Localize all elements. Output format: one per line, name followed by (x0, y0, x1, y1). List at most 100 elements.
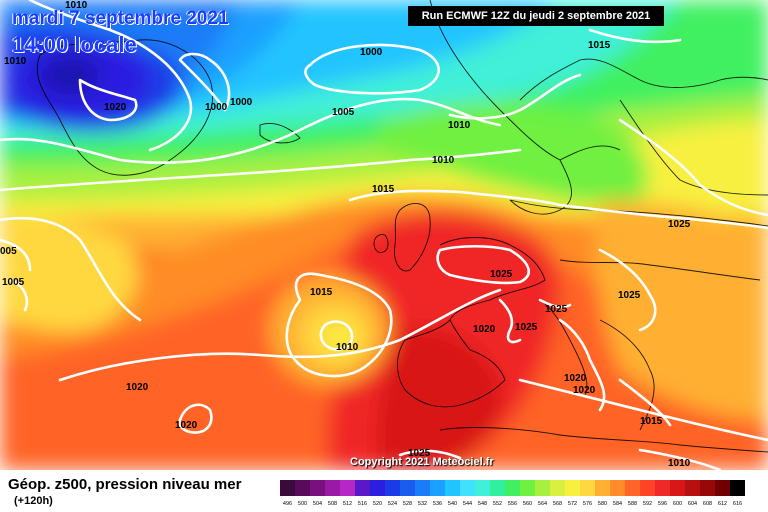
isobar-label: 1025 (668, 219, 691, 230)
isobar-label: 1020 (104, 102, 127, 113)
legend-swatch (310, 480, 325, 496)
map-title: Géop. z500, pression niveau mer (8, 476, 242, 493)
isobar-label: 1025 (545, 304, 568, 315)
legend-tick-label: 552 (493, 501, 502, 507)
legend-tick-label: 564 (538, 501, 547, 507)
legend-swatch (640, 480, 655, 496)
lead-time: (+120h) (14, 495, 53, 507)
legend-tick-label: 524 (388, 501, 397, 507)
legend-tick-label: 576 (583, 501, 592, 507)
legend-tick-label: 596 (658, 501, 667, 507)
legend-swatch (595, 480, 610, 496)
isobar-label: 1025 (515, 322, 538, 333)
isobar-label: 1000 (230, 97, 253, 108)
legend-swatch (460, 480, 475, 496)
legend-swatch (400, 480, 415, 496)
legend-swatch (295, 480, 310, 496)
isobar-label: 1000 (360, 47, 383, 58)
isobar-label: 1020 (473, 324, 496, 335)
isobar-label: 1015 (310, 287, 333, 298)
isobar-label: 1025 (408, 448, 431, 459)
isobar-label: 1010 (432, 155, 455, 166)
legend-tick-label: 500 (298, 501, 307, 507)
isobar-label: 1015 (588, 40, 611, 51)
isobar-label: 1005 (2, 277, 25, 288)
legend-tick-label: 536 (433, 501, 442, 507)
legend-tick-label: 604 (688, 501, 697, 507)
legend-swatch (430, 480, 445, 496)
legend-swatch (355, 480, 370, 496)
isobar-label: 1005 (332, 107, 355, 118)
legend-swatch (370, 480, 385, 496)
legend-tick-label: 532 (418, 501, 427, 507)
legend-swatch (415, 480, 430, 496)
legend-swatch (340, 480, 355, 496)
legend-swatch (325, 480, 340, 496)
legend-tick-label: 608 (703, 501, 712, 507)
legend-swatch (610, 480, 625, 496)
legend-swatch (715, 480, 730, 496)
isobar-label: 1000 (205, 102, 228, 113)
legend-tick-label: 600 (673, 501, 682, 507)
legend-tick-label: 516 (358, 501, 367, 507)
legend-tick-label: 496 (283, 501, 292, 507)
legend-tick-label: 504 (313, 501, 322, 507)
isobar-label: 1020 (564, 373, 587, 384)
legend-swatch (565, 480, 580, 496)
legend-swatch (535, 480, 550, 496)
legend-swatch (505, 480, 520, 496)
legend-swatch (520, 480, 535, 496)
isobar-label: 1025 (490, 269, 513, 280)
isobar-label: 005 (0, 246, 17, 257)
copyright: Copyright 2021 Meteociel.fr (350, 456, 494, 468)
legend-tick-label: 548 (478, 501, 487, 507)
legend-tick-label: 616 (733, 501, 742, 507)
isobar-label: 1010 (668, 458, 691, 469)
isobar-label: 1015 (372, 184, 395, 195)
isobar-label: 1010 (65, 0, 88, 11)
isobar-label: 1020 (126, 382, 149, 393)
legend-swatch (475, 480, 490, 496)
isobar-labels: 1010 1010 1020 1000 1000 1005 1000 1015 … (0, 0, 691, 469)
legend-swatch (655, 480, 670, 496)
isobar-label: 1020 (175, 420, 198, 431)
legend-swatch (280, 480, 295, 496)
legend-swatch (685, 480, 700, 496)
legend-tick-label: 520 (373, 501, 382, 507)
legend-tick-label: 580 (598, 501, 607, 507)
weather-map: 1010 1010 1020 1000 1000 1005 1000 1015 … (0, 0, 768, 470)
legend-swatch (490, 480, 505, 496)
isobar-label: 1015 (640, 416, 663, 427)
legend-tick-label: 592 (643, 501, 652, 507)
legend-tick-label: 572 (568, 501, 577, 507)
legend-tick-label: 508 (328, 501, 337, 507)
isobar-label: 1010 (4, 56, 27, 67)
legend-swatch (730, 480, 745, 496)
legend-tick-label: 556 (508, 501, 517, 507)
legend-tick-label: 584 (613, 501, 622, 507)
legend-tick-label: 612 (718, 501, 727, 507)
legend-tick-label: 512 (343, 501, 352, 507)
isobar-lines (0, 0, 768, 470)
legend-tick-label: 588 (628, 501, 637, 507)
legend-swatch (385, 480, 400, 496)
legend-tick-label: 540 (448, 501, 457, 507)
color-scale-legend: 496 500 504 508 512 516 520 524 528 532 536 540 544 5… (280, 480, 745, 507)
legend-swatch (445, 480, 460, 496)
isobar-label: 1010 (336, 342, 359, 353)
legend-swatch (670, 480, 685, 496)
legend-tick-label: 568 (553, 501, 562, 507)
isobar-label: 1025 (618, 290, 641, 301)
legend-swatch (550, 480, 565, 496)
forecast-time: 14:00 locale (12, 32, 137, 57)
legend-swatch (580, 480, 595, 496)
legend-tick-label: 528 (403, 501, 412, 507)
isobar-label: 1020 (573, 385, 596, 396)
isobar-label: 1010 (448, 120, 471, 131)
forecast-date: mardi 7 septembre 2021 (12, 8, 229, 29)
legend-swatch (700, 480, 715, 496)
legend-swatch (625, 480, 640, 496)
legend-tick-label: 544 (463, 501, 472, 507)
legend-tick-label: 560 (523, 501, 532, 507)
model-run-label: Run ECMWF 12Z du jeudi 2 septembre 2021 (408, 6, 664, 26)
